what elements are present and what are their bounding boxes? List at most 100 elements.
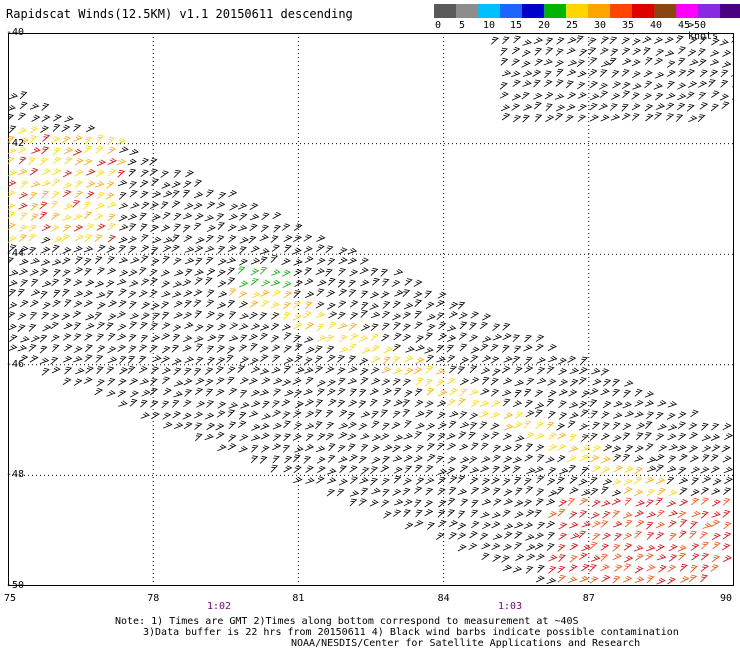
- wind-barb: [292, 410, 302, 418]
- wind-barb: [702, 476, 712, 484]
- wind-barb: [633, 476, 643, 485]
- wind-barb: [19, 245, 29, 253]
- wind-barb: [161, 332, 171, 340]
- wind-barb: [424, 347, 434, 354]
- wind-barb: [522, 80, 532, 87]
- wind-barb: [402, 487, 411, 496]
- wind-barb: [184, 322, 194, 329]
- wind-barb: [52, 299, 61, 308]
- wind-barb: [205, 299, 215, 308]
- latitude-label: -42: [6, 137, 25, 149]
- wind-barb: [402, 444, 413, 452]
- wind-barb: [369, 303, 379, 310]
- wind-barb: [150, 400, 159, 408]
- wind-barb: [95, 169, 105, 177]
- wind-barb: [545, 37, 554, 46]
- wind-barb: [470, 486, 480, 495]
- wind-barb: [579, 367, 588, 375]
- wind-barb: [502, 36, 510, 45]
- wind-barb: [568, 401, 579, 409]
- wind-barb: [424, 290, 433, 299]
- wind-barb: [636, 422, 646, 430]
- wind-barb: [576, 35, 584, 44]
- wind-barb: [689, 431, 698, 440]
- wind-barb: [251, 423, 261, 431]
- time-label: 1:03: [498, 601, 523, 612]
- wind-barb: [677, 82, 687, 90]
- wind-barb: [8, 147, 17, 154]
- wind-barb: [358, 335, 368, 342]
- wind-barb: [688, 422, 698, 430]
- wind-barb: [701, 434, 712, 441]
- wind-barb: [577, 114, 587, 123]
- wind-barb: [316, 234, 326, 242]
- wind-barb: [83, 201, 92, 210]
- wind-barb: [491, 511, 501, 519]
- wind-barb: [260, 432, 270, 440]
- wind-barb: [503, 498, 514, 505]
- wind-barb: [239, 356, 250, 364]
- wind-barb: [689, 530, 697, 539]
- wind-barb: [392, 509, 402, 517]
- wind-barb: [327, 379, 336, 387]
- wind-barb: [711, 422, 720, 431]
- wind-barb: [545, 103, 553, 112]
- colorbar-swatch: [544, 4, 566, 18]
- wind-barb: [588, 37, 597, 45]
- wind-barb: [590, 410, 599, 419]
- wind-barb: [215, 388, 225, 397]
- wind-barb: [337, 377, 346, 386]
- wind-barb: [480, 343, 489, 352]
- wind-barb: [547, 511, 557, 519]
- wind-barb: [194, 245, 204, 253]
- wind-barb: [8, 135, 15, 143]
- wind-barb: [370, 333, 379, 342]
- wind-barb: [337, 300, 347, 308]
- wind-barb: [600, 114, 610, 122]
- wind-barb: [348, 343, 357, 352]
- wind-barb: [599, 69, 608, 77]
- wind-barb: [393, 498, 404, 506]
- wind-barb: [599, 47, 609, 55]
- wind-barb: [426, 313, 436, 321]
- wind-barb: [293, 476, 303, 484]
- wind-barb: [426, 354, 435, 363]
- wind-barb: [108, 300, 118, 308]
- wind-barb: [228, 235, 237, 243]
- wind-barb: [41, 311, 50, 320]
- wind-barb: [543, 79, 553, 88]
- wind-barb: [107, 136, 116, 145]
- wind-barb: [383, 346, 393, 354]
- colorbar-swatches: [434, 4, 740, 18]
- wind-barb: [621, 37, 631, 45]
- wind-barb: [8, 311, 16, 319]
- wind-barb: [183, 399, 192, 408]
- wind-barb: [292, 377, 302, 385]
- wind-barb: [502, 444, 512, 452]
- wind-barb: [40, 290, 48, 299]
- wind-barb: [580, 563, 590, 572]
- wind-barb: [602, 532, 611, 540]
- wind-barb: [449, 388, 458, 396]
- wind-barb: [664, 49, 675, 57]
- wind-barb: [515, 487, 523, 496]
- wind-barb: [227, 224, 237, 232]
- wind-barb: [149, 277, 158, 286]
- wind-barb: [579, 497, 588, 506]
- wind-barb: [29, 355, 39, 363]
- wind-barb: [31, 114, 41, 122]
- wind-barb: [237, 224, 248, 232]
- wind-barb: [414, 499, 422, 508]
- wind-barb: [294, 343, 303, 352]
- wind-barb: [525, 566, 534, 574]
- wind-barb: [502, 433, 512, 441]
- wind-barb: [293, 389, 303, 398]
- wind-barb: [581, 390, 590, 398]
- wind-barb: [425, 332, 434, 341]
- wind-barb: [557, 508, 566, 517]
- wind-barb: [106, 366, 115, 375]
- wind-barb: [8, 288, 17, 297]
- wind-barb: [160, 269, 170, 277]
- wind-barb: [700, 497, 710, 505]
- wind-barb: [635, 499, 645, 507]
